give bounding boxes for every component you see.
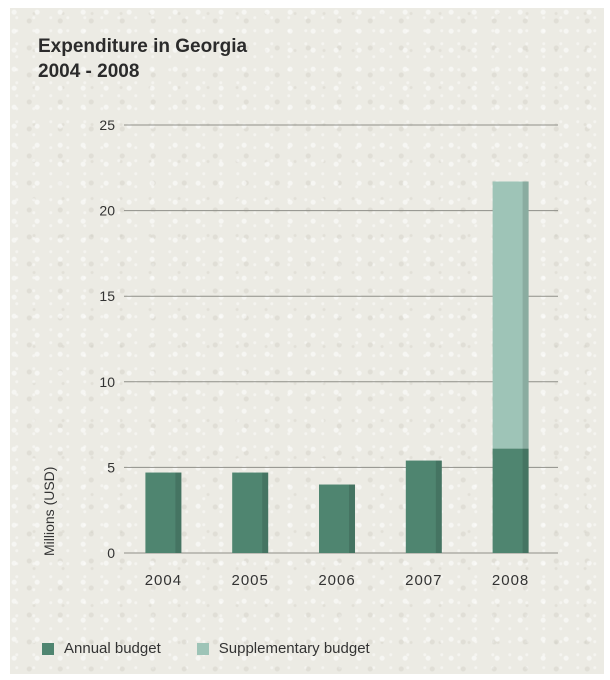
bar-annual-2008 [492, 448, 529, 553]
x-tick-label: 2005 [232, 572, 269, 589]
chart-subtitle-line: 2004 - 2008 [38, 61, 140, 82]
y-tick-label: 5 [107, 459, 115, 475]
bar-annual-2007 [405, 460, 442, 553]
legend-item-supplementary: Supplementary budget [196, 640, 370, 657]
y-tick-label: 0 [107, 545, 115, 561]
x-tick-label: 2004 [145, 572, 182, 589]
bars [145, 181, 529, 553]
legend-label-supplementary: Supplementary budget [218, 640, 370, 657]
y-tick-label: 25 [99, 117, 115, 133]
legend-swatch-supplementary [196, 642, 209, 655]
x-tick-label: 2006 [318, 572, 355, 589]
bar-shade [349, 484, 355, 553]
y-tick-label: 20 [99, 203, 115, 219]
y-tick-label: 10 [99, 374, 115, 390]
legend-swatch-annual [42, 642, 54, 655]
legend: Annual budget Supplementary budget [42, 640, 406, 657]
bar-shade [435, 460, 442, 553]
x-tick-label: 2008 [492, 572, 529, 589]
bar-shade [175, 472, 182, 553]
x-tick-label: 2007 [405, 572, 442, 589]
bar-shade [522, 448, 529, 553]
bar-shade [262, 472, 269, 553]
bar-supplementary-2008 [492, 181, 529, 449]
y-axis-title: Millions (USD) [41, 467, 57, 556]
bar-shade [522, 181, 529, 449]
legend-label-annual: Annual budget [64, 640, 161, 657]
y-tick-label: 15 [99, 288, 115, 304]
chart-title: Expenditure in Georgia 2004 - 2008 [38, 34, 247, 84]
bar-annual-2004 [145, 472, 182, 553]
chart-title-line: Expenditure in Georgia [38, 36, 248, 57]
axis-labels: 0 5 10 15 20 25 2004 2005 2006 2007 2008 [99, 117, 529, 589]
legend-item-annual: Annual budget [42, 640, 161, 657]
bar-annual-2006 [319, 484, 355, 553]
bar-annual-2005 [232, 472, 269, 553]
